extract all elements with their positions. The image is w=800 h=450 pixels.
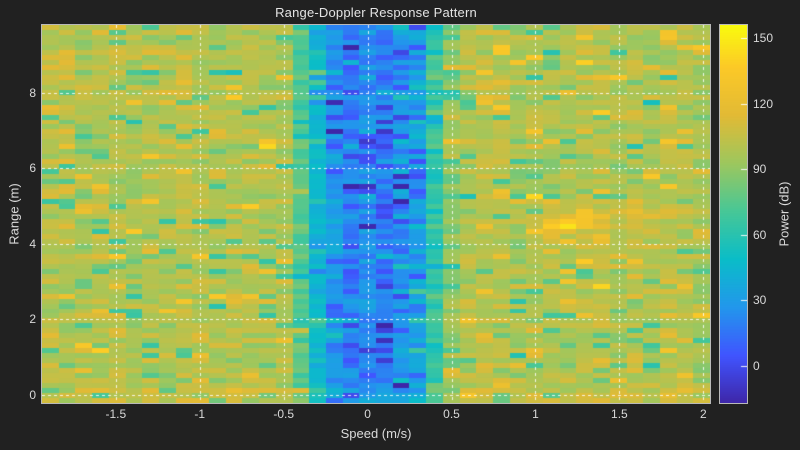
x-tick-label: -1 [194,407,206,421]
range-doppler-heatmap [42,25,710,403]
colorbar-tick-label: 30 [753,293,767,308]
y-tick-label: 2 [29,312,36,327]
y-tick-label: 0 [29,388,36,403]
y-tick-label: 6 [29,161,36,176]
x-tick-label: 2 [699,407,707,421]
colorbar-tick-label: 90 [753,162,767,177]
plot-area [41,24,711,404]
colorbar [719,24,748,404]
x-tick-label: -1.5 [105,407,127,421]
colorbar-tick-label: 150 [753,31,774,46]
colorbar-tick-label: 120 [753,96,774,111]
colorbar-tick-label: 60 [753,227,767,242]
x-tick-label: 1 [532,407,539,421]
colorbar-label: Power (dB) [776,181,792,247]
x-tick-label: -0.5 [273,407,295,421]
y-axis-label: Range (m) [6,183,22,245]
colorbar-gradient [720,25,747,403]
y-tick-label: 8 [29,85,36,100]
x-tick-label: 0 [364,407,371,421]
x-axis-label: Speed (m/s) [340,426,412,441]
colorbar-tick-label: 0 [753,358,760,373]
x-tick-label: 1.5 [611,407,628,421]
x-tick-label: 0.5 [443,407,460,421]
y-tick-label: 4 [29,236,36,251]
chart-title: Range-Doppler Response Pattern [275,5,477,20]
